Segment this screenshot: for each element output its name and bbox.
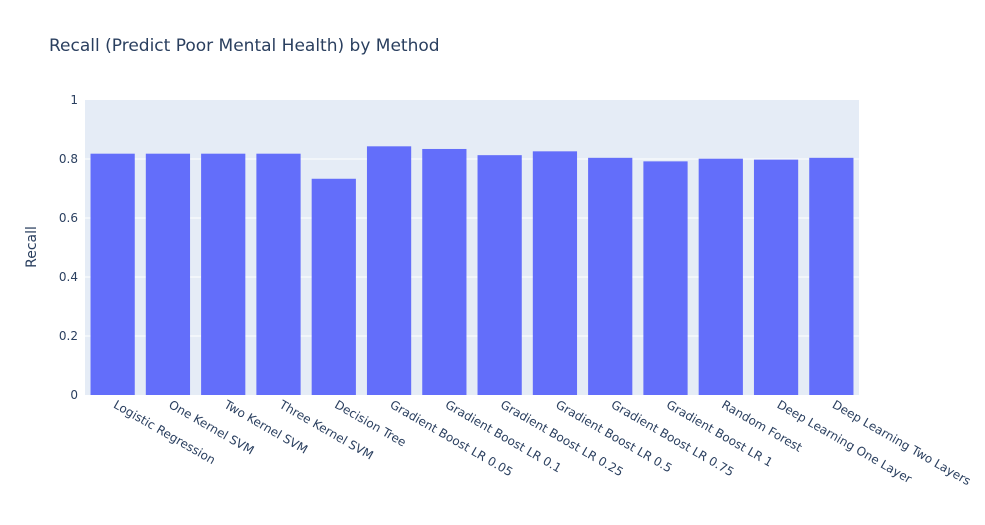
chart-title: Recall (Predict Poor Mental Health) by M… <box>49 36 440 56</box>
y-tick-label: 0.4 <box>59 270 78 284</box>
x-tick-label: Logistic Regression <box>111 397 218 467</box>
y-tick-label: 1 <box>70 93 78 107</box>
y-axis-ticks: 0 0.2 0.4 0.6 0.8 1 <box>59 93 78 402</box>
y-axis-label: Recall <box>24 226 40 268</box>
bar[interactable] <box>256 153 301 395</box>
bar[interactable] <box>422 148 467 395</box>
bar[interactable] <box>753 159 799 395</box>
y-tick-label: 0.6 <box>59 211 78 225</box>
y-tick-label: 0 <box>70 388 78 402</box>
bar[interactable] <box>311 178 356 395</box>
bar[interactable] <box>809 157 854 395</box>
bar[interactable] <box>588 157 633 395</box>
bar[interactable] <box>532 151 578 395</box>
y-tick-label: 0.2 <box>59 329 78 343</box>
bar[interactable] <box>201 153 246 395</box>
bar[interactable] <box>90 153 135 395</box>
bars <box>90 146 854 395</box>
y-tick-label: 0.8 <box>59 152 78 166</box>
x-tick-label: Three Kernel SVM <box>276 397 376 463</box>
bar[interactable] <box>643 161 688 395</box>
bar[interactable] <box>698 158 743 395</box>
bar[interactable] <box>477 155 522 395</box>
bar[interactable] <box>366 146 412 395</box>
bar[interactable] <box>145 153 191 395</box>
